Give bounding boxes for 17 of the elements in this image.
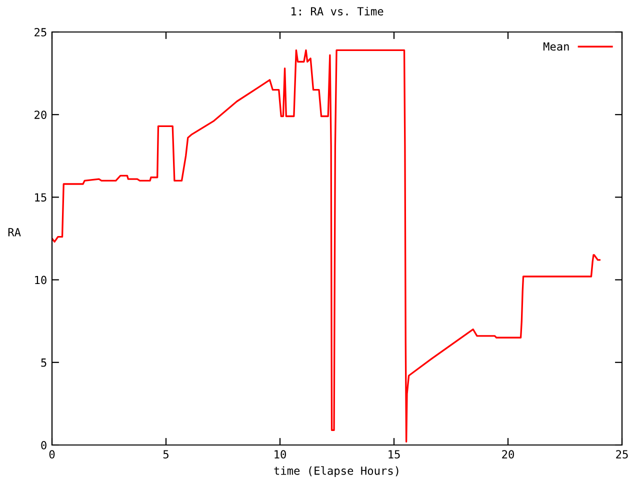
- x-tick-label: 0: [49, 450, 55, 459]
- x-tick-label: 15: [388, 450, 400, 459]
- y-tick-label: 10: [35, 276, 46, 284]
- y-tick-label: 15: [35, 193, 46, 202]
- x-axis-title: time (Elapse Hours): [274, 466, 398, 478]
- x-tick-label: 10: [274, 450, 286, 459]
- line-series: [52, 49, 600, 443]
- legend-label: Mean: [543, 42, 569, 51]
- x-tick-label: 25: [616, 450, 628, 459]
- x-tick-label: 20: [502, 450, 514, 459]
- y-tick-label: 0: [41, 441, 46, 450]
- chart-title: 1: RA vs. Time: [292, 6, 384, 16]
- y-tick-label: 25: [34, 28, 46, 36]
- y-tick-label: 20: [34, 110, 46, 120]
- y-axis-title: RA: [8, 228, 21, 236]
- y-tick-label: 5: [41, 358, 46, 367]
- x-tick-label: 5: [163, 450, 168, 459]
